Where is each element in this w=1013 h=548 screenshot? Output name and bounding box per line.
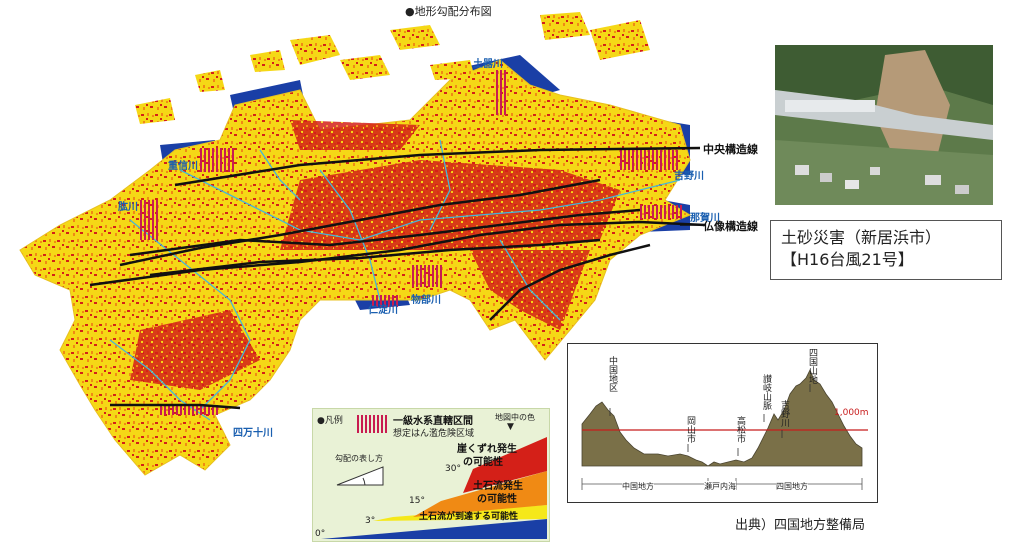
river-label-nakagawa: 那賀川: [690, 213, 720, 224]
profile-region-setonaikai: 瀬戸内海: [704, 481, 736, 492]
hatch-label: 一級水系直轄区間: [393, 416, 473, 427]
photo-caption: 土砂災害（新居浜市） 【H16台風21号】: [770, 220, 1002, 280]
legend-deg-15: 15°: [409, 496, 425, 506]
islands: [135, 12, 650, 124]
profile-label-yoshinogawa: 吉野川: [779, 400, 789, 427]
map-title: ●地形勾配分布図: [405, 5, 492, 18]
cross-section-profile: 中国地区 岡山市 高松市 讃岐山脈 吉野川 四国山地 1,000m 中国地方 瀬…: [567, 343, 878, 503]
profile-label-sanuki-mountains: 讃岐山脈: [761, 374, 771, 410]
legend-cat1-line1: 崖くずれ発生: [457, 444, 517, 455]
river-label-hijikawa: 肱川: [118, 202, 138, 213]
slope-wedge: [321, 437, 547, 539]
profile-label-okayama: 岡山市: [685, 416, 695, 443]
source-credit: 出典）四国地方整備局: [735, 518, 866, 533]
river-label-shigenobugawa: 重信川: [168, 161, 198, 172]
profile-elevation-label: 1,000m: [834, 408, 869, 418]
river-label-monobegawa: 物部川: [411, 295, 441, 306]
arrow-down-icon: ▼: [507, 422, 514, 432]
legend-cat1-line2: の可能性: [463, 457, 503, 468]
landslide-photo: [775, 45, 993, 205]
hatch-sublabel: 想定はん濫危険区域: [393, 429, 475, 439]
river-label-niyodogawa: 仁淀川: [368, 305, 398, 316]
legend: ●凡例 一級水系直轄区間 想定はん濫危険区域 地図中の色 ▼ 勾配の表し方 崖く…: [312, 408, 550, 542]
hatch-swatch: [357, 415, 387, 433]
fault-lines: [89, 146, 706, 410]
fault-label-butsuzo-tectonic-line: 仏像構造線: [703, 220, 758, 233]
river-label-shimantogawa: 四万十川: [233, 428, 273, 439]
slope-triangle-icon: [336, 466, 384, 486]
legend-cat2-line2: の可能性: [477, 494, 517, 505]
legend-cat2-line1: 土石流発生: [473, 481, 523, 492]
caption-line-2: 【H16台風21号】: [781, 250, 914, 269]
profile-label-shikoku-mountains: 四国山地: [807, 348, 817, 384]
slope-caption: 勾配の表し方: [335, 454, 383, 463]
river-label-dokigawa: 土器川: [473, 59, 503, 70]
legend-deg-30: 30°: [445, 464, 461, 474]
legend-deg-0: 0°: [315, 529, 326, 539]
map-color-header: 地図中の色: [495, 413, 535, 422]
river-hatch-zones: [140, 70, 684, 415]
profile-label-takamatsu: 高松市: [735, 416, 745, 443]
legend-deg-3: 3°: [365, 516, 376, 526]
profile-label-chugoku: 中国地区: [607, 356, 617, 392]
fault-label-median-tectonic-line: 中央構造線: [703, 143, 758, 156]
legend-title: ●凡例: [317, 416, 343, 426]
profile-region-shikoku: 四国地方: [776, 481, 808, 492]
slope-map: [19, 12, 706, 476]
legend-cat3: 土石流が到達する可能性: [419, 512, 519, 522]
profile-region-chugoku: 中国地方: [622, 481, 654, 492]
river-label-yoshinogawa: 吉野川: [674, 171, 704, 182]
caption-line-1: 土砂災害（新居浜市）: [781, 228, 942, 247]
